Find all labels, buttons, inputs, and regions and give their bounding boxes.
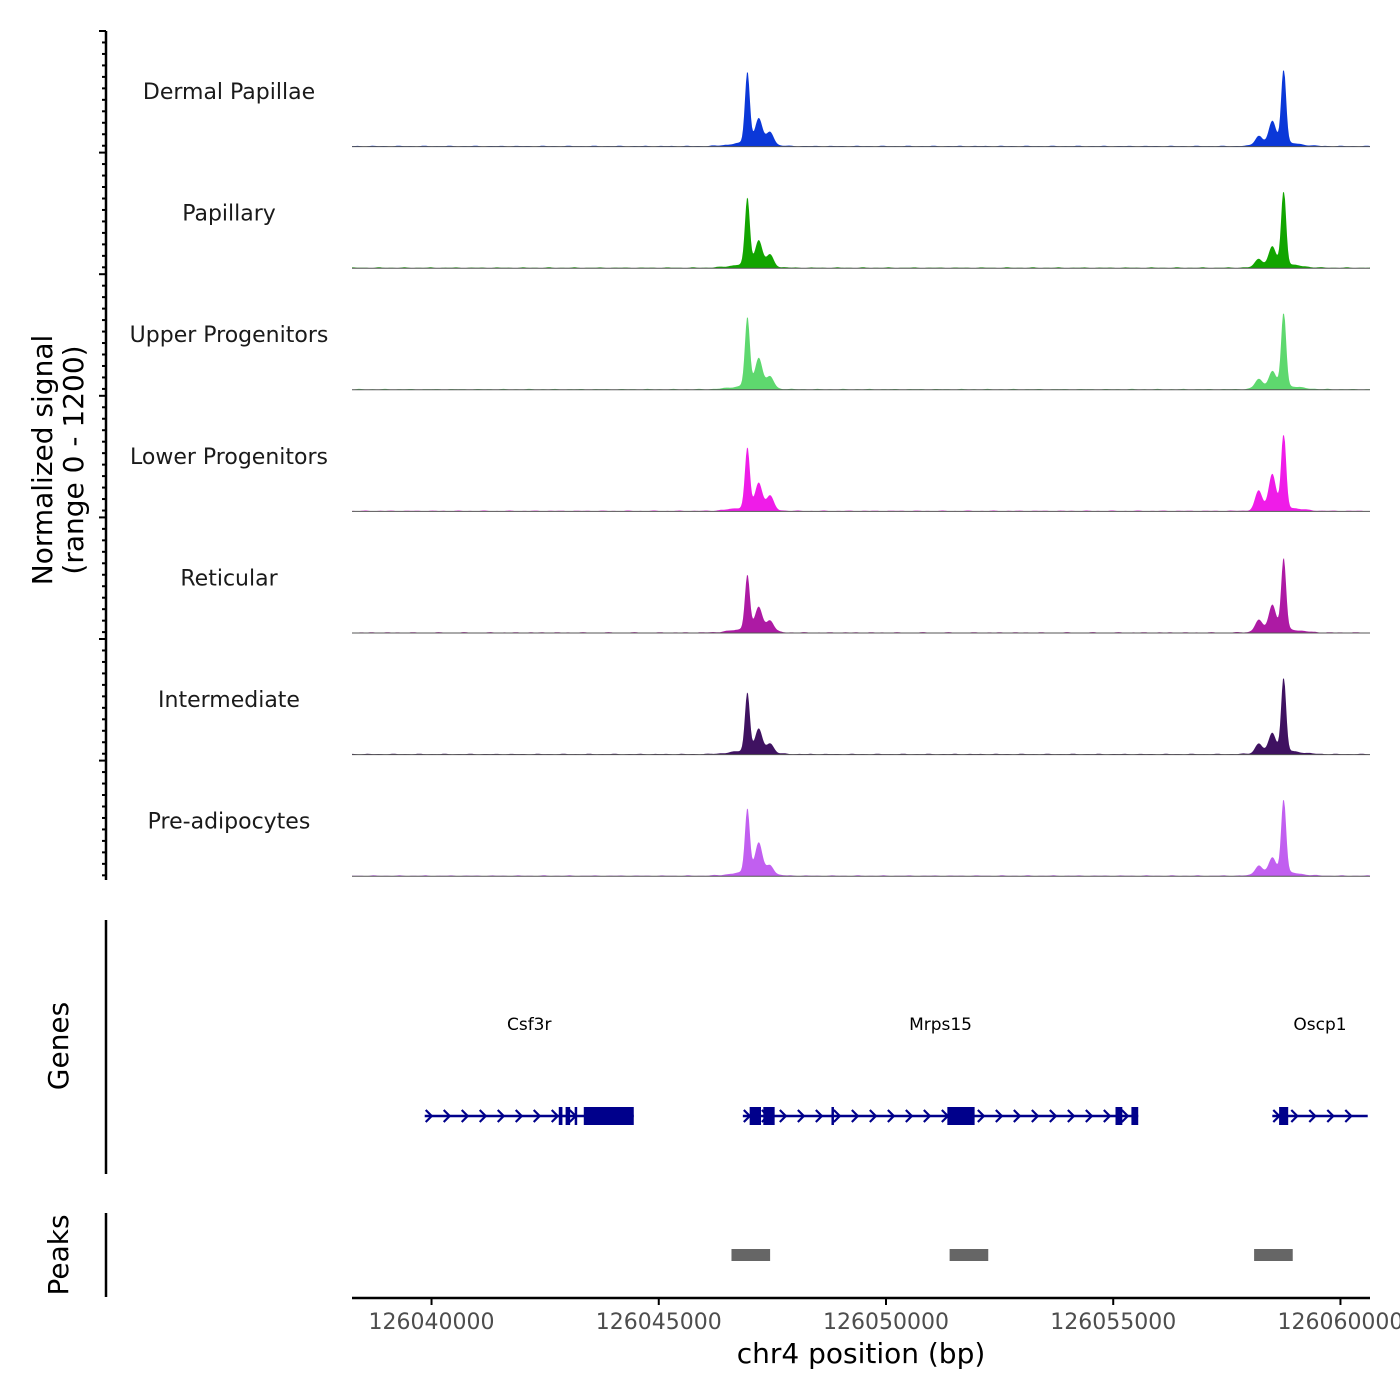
strand-arrow [779,1109,788,1123]
track-intermediate: Intermediate [158,678,1370,756]
strand-arrow [1121,1109,1130,1123]
strand-arrow [995,1109,1004,1123]
peak-region [731,1249,771,1261]
x-tick-label: 126055000 [1050,1310,1176,1335]
strand-arrow [550,1109,560,1123]
strand-arrow [1031,1109,1040,1123]
track-papillary: Papillary [182,192,1370,269]
track-pre-adipocytes: Pre-adipocytes [148,800,1370,877]
strand-arrow [532,1109,542,1123]
strand-arrow [923,1109,932,1123]
gene-oscp1: Oscp1 [1272,1015,1368,1125]
track-label: Papillary [182,202,276,227]
exon [583,1107,634,1125]
x-axis: 126040000 126045000 126050000 126055000 1260… [352,1296,1400,1370]
gene-models: Csf3r Mrps15 Oscp1 [424,1015,1368,1125]
strand-arrow [1103,1109,1112,1123]
x-tick-label: 126040000 [369,1310,495,1335]
peak-region [949,1249,989,1261]
y-axis-title-line1: Normalized signal [26,335,59,586]
coverage-area [352,435,1370,512]
exon [1131,1107,1139,1125]
coverage-area [352,313,1370,390]
strand-arrow [869,1109,878,1123]
x-tick-label: 126060000 [1277,1310,1400,1335]
track-label: Pre-adipocytes [148,810,311,835]
gene-mrps15: Mrps15 [742,1015,1139,1125]
strand-arrow [496,1109,506,1123]
genes-track-title: Genes [42,1002,75,1090]
coverage-area [352,70,1370,147]
strand-arrow [905,1109,914,1123]
track-upper-progenitors: Upper Progenitors [130,313,1370,391]
strand-arrow [851,1109,860,1123]
strand-arrow [1344,1109,1353,1123]
coverage-area [352,558,1370,633]
strand-arrow [460,1109,470,1123]
strand-arrow [424,1109,434,1123]
track-label: Intermediate [158,688,300,713]
exon [574,1107,578,1125]
strand-arrow [1067,1109,1076,1123]
gene-label: Oscp1 [1293,1015,1346,1035]
signal-y-axis [99,30,108,880]
track-label: Upper Progenitors [130,323,329,348]
peak-region [1254,1249,1293,1261]
exon [565,1107,571,1125]
peak-regions [731,1249,1293,1261]
coverage-tracks: Dermal Papillae Papillary Upper Progenitor… [130,70,1370,877]
gene-label: Mrps15 [909,1015,972,1035]
exon [749,1107,762,1125]
strand-arrow [815,1109,824,1123]
gene-label: Csf3r [507,1015,552,1035]
strand-arrow [797,1109,806,1123]
exon [947,1107,975,1125]
gene-csf3r: Csf3r [424,1015,634,1125]
coverage-area [352,192,1370,269]
genes-track: Genes Csf3r Mrps15 Oscp1 [42,920,1368,1174]
x-tick-label: 126045000 [596,1310,722,1335]
strand-arrow [1308,1109,1317,1123]
exon [763,1107,775,1125]
strand-arrow [1013,1109,1022,1123]
x-axis-title: chr4 position (bp) [737,1337,986,1370]
strand-arrow [1326,1109,1335,1123]
strand-arrow [1290,1109,1299,1123]
track-dermal-papillae: Dermal Papillae [143,70,1370,148]
peaks-track: Peaks [42,1213,1293,1297]
strand-arrow [977,1109,986,1123]
track-label: Lower Progenitors [130,445,328,470]
track-label: Reticular [180,566,278,591]
strand-arrow [1085,1109,1094,1123]
track-lower-progenitors: Lower Progenitors [130,435,1370,512]
strand-arrow [514,1109,524,1123]
coverage-area [352,800,1370,877]
strand-arrow [478,1109,488,1123]
x-tick-label: 126050000 [823,1310,949,1335]
peaks-track-title: Peaks [42,1214,75,1295]
exon [558,1107,563,1125]
exon [1279,1107,1289,1125]
strand-arrow [1049,1109,1058,1123]
strand-arrow [442,1109,452,1123]
x-ticks: 126040000 126045000 126050000 126055000 1260… [369,1298,1400,1335]
exon [1115,1107,1123,1125]
y-axis-title-line2: (range 0 - 1200) [57,345,90,574]
coverage-area [352,678,1370,755]
exon [831,1107,834,1125]
track-label: Dermal Papillae [143,80,315,105]
strand-arrow [833,1109,842,1123]
strand-arrow [887,1109,896,1123]
track-reticular: Reticular [180,558,1370,634]
